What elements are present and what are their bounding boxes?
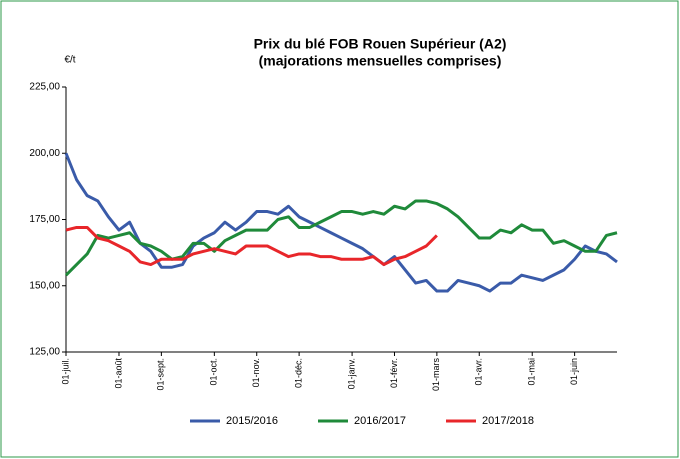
series-line [65,225,438,267]
y-tick-label: 225,00 [29,82,60,93]
x-tick-label: 01-nov. [251,358,261,387]
y-tick-label: 200,00 [29,148,60,159]
legend-label: 2017/2018 [482,415,534,427]
x-tick-label: 01-févr. [389,358,399,388]
y-tick-label: 150,00 [29,280,60,291]
x-tick-label: 01-sept. [156,358,166,391]
x-tick-label: 01-mars [431,358,441,392]
series-line [64,199,618,277]
y-tick-label: 125,00 [29,347,60,358]
chart-subtitle: (majorations mensuelles comprises) [259,53,502,69]
x-tick-label: 01-déc. [293,358,303,388]
legend-label: 2015/2016 [226,415,278,427]
x-tick-label: 01-janv. [346,358,356,389]
chart-title: Prix du blé FOB Rouen Supérieur (A2) [254,36,507,52]
x-tick-label: 01-août [113,358,123,389]
x-tick-label: 01-avr. [474,358,484,386]
x-tick-label: 01-juin [569,358,579,385]
y-axis-label: €/t [64,55,75,66]
x-tick-label: 01-mai [527,358,537,386]
legend-label: 2016/2017 [354,415,406,427]
x-tick-label: 01-oct. [209,358,219,386]
y-tick-label: 175,00 [29,214,60,225]
x-tick-label: 01-juil. [60,358,70,385]
